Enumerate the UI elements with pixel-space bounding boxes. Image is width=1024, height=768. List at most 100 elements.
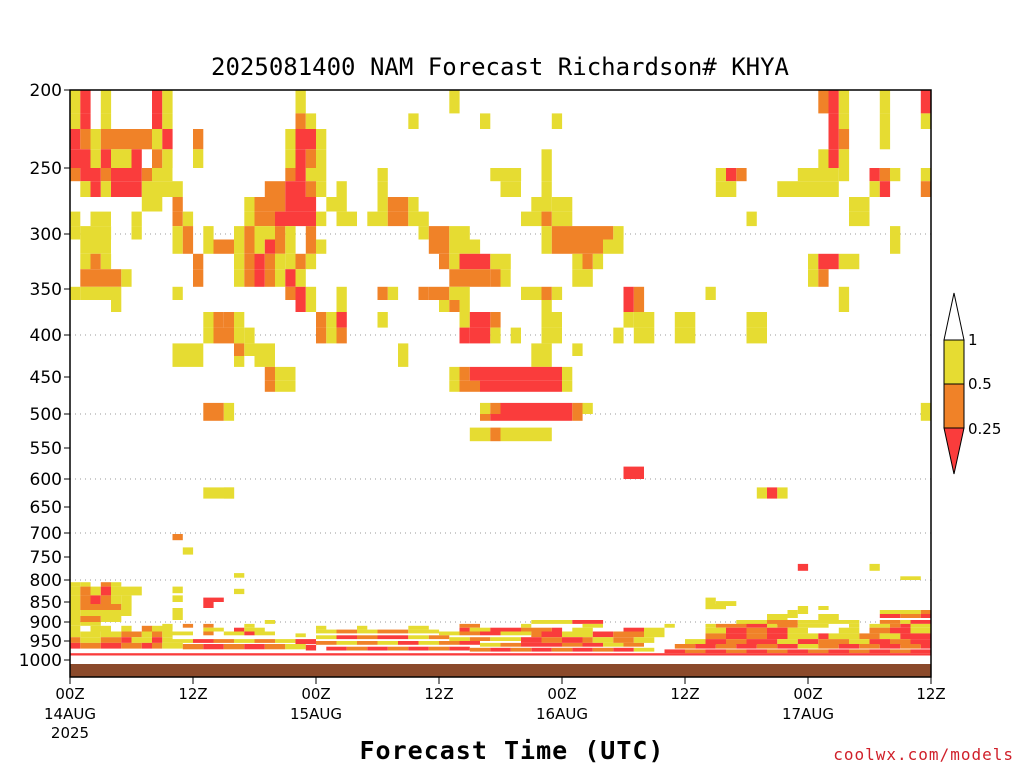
ri-cell [141,168,153,182]
ri-cell [295,168,306,182]
ri-cell [244,343,255,356]
ri-cell [900,614,921,618]
ri-cell [849,639,870,645]
ri-cell [172,226,183,240]
ri-cell [797,639,819,645]
ri-cell [746,649,767,654]
ri-cell [828,649,849,654]
ri-cell [203,226,214,240]
ri-cell [418,226,429,240]
ri-cell [613,637,634,643]
ri-cell [357,641,378,645]
ri-cell [100,582,112,587]
ri-cell [777,623,798,628]
ri-cell [90,253,101,270]
ri-cell [664,649,685,654]
ri-cell [316,129,327,150]
ri-cell [336,629,357,634]
ri-cell [900,633,932,640]
ri-cell [551,647,573,652]
ri-cell [551,286,563,300]
ri-cell [623,642,644,647]
ri-cell [80,616,91,622]
ri-cell [459,623,480,628]
ri-cell [818,614,839,620]
ri-cell [305,253,317,270]
ri-cell [756,644,778,649]
ri-cell [890,168,901,182]
ri-cell [869,168,880,182]
ri-cell [910,620,931,624]
ri-cell [80,253,91,270]
ri-cell [254,239,265,254]
y-tick-label: 300 [30,225,62,245]
ri-cell [900,644,921,649]
ri-cell [275,639,296,643]
ri-cell [541,226,552,240]
ri-cell [80,610,112,616]
ri-cell [439,239,450,254]
ri-cell [223,644,245,650]
ri-cell [285,226,296,240]
ri-cell [480,113,491,129]
ri-cell [541,239,552,254]
ri-cell [541,631,562,638]
ri-cell [572,647,593,652]
ri-cell [193,253,204,270]
ri-cell [121,642,142,649]
ri-cell [562,239,603,254]
ri-cell [295,269,306,287]
ri-cell [777,639,798,645]
ri-cell [285,168,296,182]
ri-cell [726,639,747,645]
ri-cell [613,631,645,638]
ri-cell [808,181,839,197]
ri-cell [80,286,112,300]
ri-cell [295,639,316,644]
ri-cell [141,642,153,649]
ri-cell [70,631,81,638]
x-tick-date: 16AUG [536,705,588,723]
ri-cell [70,616,81,622]
ri-cell [603,239,624,254]
ri-cell [838,129,850,150]
ri-cell [767,627,788,634]
ri-cell [879,113,891,129]
ri-cell [521,637,542,643]
ri-cell [562,380,573,392]
credit-link[interactable]: coolwx.com/models [833,745,1014,764]
ri-cell [705,286,716,300]
x-axis-title: Forecast Time (UTC) [360,736,665,765]
y-tick-label: 1000 [19,651,62,671]
ri-cell [490,269,501,287]
ri-cell [531,631,542,638]
ri-cell [285,149,296,168]
ri-cell [541,286,552,300]
ri-cell [449,646,470,651]
ri-cell [869,623,890,628]
ri-cell [100,616,122,622]
ri-cell [213,327,234,344]
ri-cell [90,149,101,168]
ri-cell [490,253,511,270]
ri-cell [541,149,552,168]
ri-cell [551,197,563,212]
ri-cell [172,534,183,541]
ri-cell [767,623,778,628]
ri-cell [910,627,931,634]
ri-cell [182,211,194,227]
ri-cell [141,197,163,212]
ri-cell [920,113,932,129]
ri-cell [285,181,306,197]
ri-cell [80,631,101,638]
ri-cell [377,635,409,640]
ri-cell [797,620,829,624]
ri-cell [572,253,583,270]
ri-cell [152,149,163,168]
x-tick-label: 12Z [424,685,453,703]
ri-cell [428,286,450,300]
ri-cell [705,597,716,604]
ri-cell [70,610,81,616]
ri-cell [849,623,860,628]
ri-cell [357,625,368,630]
